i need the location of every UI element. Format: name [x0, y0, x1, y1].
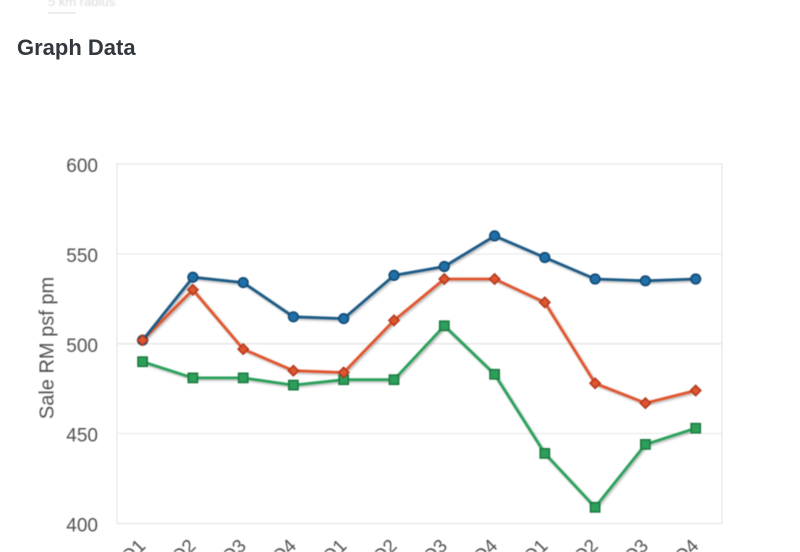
svg-text:500: 500	[66, 336, 98, 357]
svg-text:2016 Q1: 2016 Q1	[84, 536, 150, 552]
svg-text:Sale RM psf pm: Sale RM psf pm	[37, 277, 59, 419]
svg-text:400: 400	[66, 516, 98, 537]
svg-text:450: 450	[66, 426, 98, 447]
svg-text:550: 550	[66, 246, 98, 267]
svg-text:600: 600	[66, 156, 98, 177]
